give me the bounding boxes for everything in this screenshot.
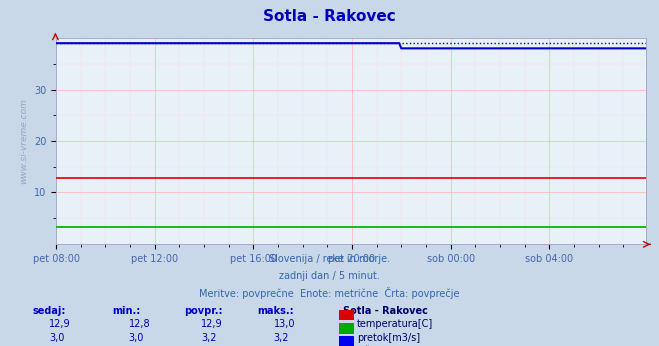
Text: Meritve: povprečne  Enote: metrične  Črta: povprečje: Meritve: povprečne Enote: metrične Črta:… — [199, 287, 460, 299]
Text: temperatura[C]: temperatura[C] — [357, 319, 434, 329]
Text: 3,0: 3,0 — [49, 333, 65, 343]
Text: 3,0: 3,0 — [129, 333, 144, 343]
Text: Sotla - Rakovec: Sotla - Rakovec — [263, 9, 396, 24]
Text: 12,9: 12,9 — [201, 319, 223, 329]
Text: pretok[m3/s]: pretok[m3/s] — [357, 333, 420, 343]
Text: maks.:: maks.: — [257, 306, 294, 316]
Text: min.:: min.: — [112, 306, 140, 316]
Text: 3,2: 3,2 — [201, 333, 217, 343]
Text: 13,0: 13,0 — [273, 319, 295, 329]
Text: www.si-vreme.com: www.si-vreme.com — [19, 98, 28, 184]
Text: Sotla - Rakovec: Sotla - Rakovec — [343, 306, 428, 316]
Text: povpr.:: povpr.: — [185, 306, 223, 316]
Text: 12,8: 12,8 — [129, 319, 150, 329]
Text: 3,2: 3,2 — [273, 333, 289, 343]
Text: Slovenija / reke in morje.: Slovenija / reke in morje. — [269, 254, 390, 264]
Text: 12,9: 12,9 — [49, 319, 71, 329]
Text: sedaj:: sedaj: — [33, 306, 67, 316]
Text: zadnji dan / 5 minut.: zadnji dan / 5 minut. — [279, 271, 380, 281]
